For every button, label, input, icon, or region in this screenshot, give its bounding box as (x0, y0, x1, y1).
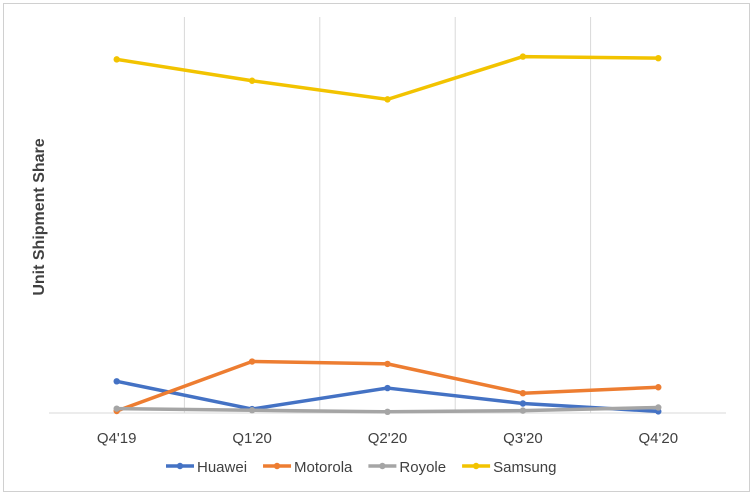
legend-label: Samsung (493, 459, 556, 476)
x-tick-label: Q4'20 (639, 430, 679, 447)
series-royole (113, 404, 662, 416)
legend-item-samsung: Samsung (462, 459, 556, 476)
x-tick-label: Q1'20 (232, 430, 272, 447)
data-point (248, 77, 256, 84)
legend-marker (472, 462, 480, 470)
legend-label: Motorola (294, 459, 353, 476)
series-lines (113, 53, 662, 416)
series-samsung (113, 53, 662, 103)
data-point (519, 407, 527, 414)
data-point (113, 405, 120, 412)
legend: Huawei Motorola Royole Samsung (166, 459, 556, 476)
x-tick-label: Q4'19 (97, 430, 137, 447)
gridlines (183, 17, 592, 413)
data-point (384, 360, 391, 368)
legend-label: Royole (399, 459, 446, 476)
legend-item-motorola: Motorola (263, 459, 353, 476)
data-point (519, 390, 527, 397)
data-point (248, 358, 256, 365)
data-point (384, 408, 391, 416)
legend-marker (273, 462, 281, 470)
data-point (519, 400, 527, 407)
legend-label: Huawei (197, 459, 247, 476)
legend-item-huawei: Huawei (166, 459, 247, 476)
legend-item-royole: Royole (368, 459, 446, 476)
x-tick-labels: Q4'19 Q1'20 Q2'20 Q3'20 Q4'20 (97, 430, 678, 447)
y-axis-title: Unit Shipment Share (31, 138, 48, 295)
data-point (655, 54, 662, 62)
data-point (248, 407, 256, 414)
data-point (655, 384, 662, 391)
data-point (113, 378, 120, 385)
data-point (655, 404, 662, 411)
data-point (384, 96, 391, 103)
legend-marker (176, 462, 184, 470)
x-tick-label: Q2'20 (368, 430, 408, 447)
data-point (113, 56, 120, 63)
data-point (519, 53, 527, 60)
legend-marker (379, 462, 386, 470)
data-point (384, 384, 391, 392)
x-tick-label: Q3'20 (503, 430, 543, 447)
series-line (114, 54, 661, 102)
